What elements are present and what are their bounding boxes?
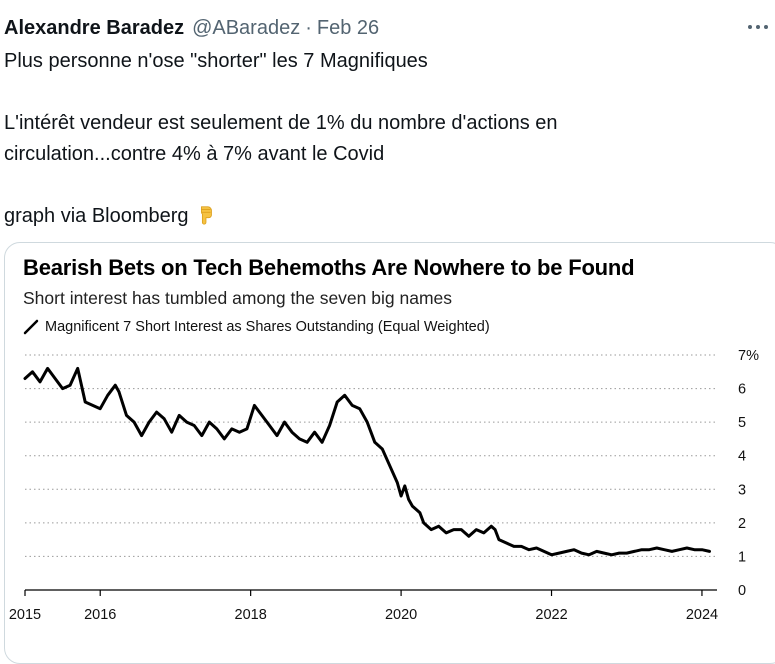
tweet-text: Plus personne n'ose "shorter" les 7 Magn… <box>4 46 764 232</box>
x-tick-label: 2016 <box>84 607 116 623</box>
series-line <box>23 366 711 557</box>
tweet-text-line: Plus personne n'ose "shorter" les 7 Magn… <box>4 50 428 72</box>
x-tick-label: 2024 <box>686 607 718 623</box>
y-tick-label: 3 <box>738 482 746 498</box>
y-tick-label: 1 <box>738 549 746 565</box>
x-tick-label: 2018 <box>235 607 267 623</box>
tweet-text-line: circulation...contre 4% à 7% avant le Co… <box>4 143 385 165</box>
legend-label: Magnificent 7 Short Interest as Shares O… <box>45 319 490 335</box>
tweet-text-line: L'intérêt vendeur est seulement de 1% du… <box>4 112 558 134</box>
x-tick-label: 2020 <box>385 607 417 623</box>
y-tick-label: 4 <box>738 449 746 465</box>
chart-title: Bearish Bets on Tech Behemoths Are Nowhe… <box>23 255 635 280</box>
x-tick-label: 2015 <box>9 607 41 623</box>
separator-dot: · <box>305 16 312 39</box>
x-tick-label: 2022 <box>535 607 567 623</box>
y-tick-label: 2 <box>738 516 746 532</box>
author-handle[interactable]: @ABaradez <box>192 16 301 39</box>
backhand-index-pointing-down-icon <box>200 206 212 225</box>
tweet-date[interactable]: Feb 26 <box>316 16 380 39</box>
tweet-text-source: graph via Bloomberg <box>4 205 189 227</box>
line-chart: 0 1 2 3 4 5 6 7% 2015 2016 2018 2020 2022 2024 <box>9 348 759 623</box>
y-tick-label: 0 <box>738 583 746 599</box>
author-name[interactable]: Alexandre Baradez <box>4 16 185 39</box>
more-horizontal-icon <box>748 25 768 29</box>
y-tick-label: 5 <box>738 415 746 431</box>
tweet-header: Alexandre Baradez @ABaradez · Feb 26 <box>4 14 775 42</box>
chart-image-card[interactable]: Bearish Bets on Tech Behemoths Are Nowhe… <box>4 242 775 664</box>
chart-legend: Magnificent 7 Short Interest as Shares O… <box>23 318 490 336</box>
y-tick-label: 7% <box>738 348 759 364</box>
more-options-button[interactable] <box>743 12 773 42</box>
y-tick-label: 6 <box>738 382 746 398</box>
legend-line-icon <box>23 319 39 335</box>
tweet-text-line: graph via Bloomberg <box>4 201 764 232</box>
chart-subtitle: Short interest has tumbled among the sev… <box>23 288 452 308</box>
